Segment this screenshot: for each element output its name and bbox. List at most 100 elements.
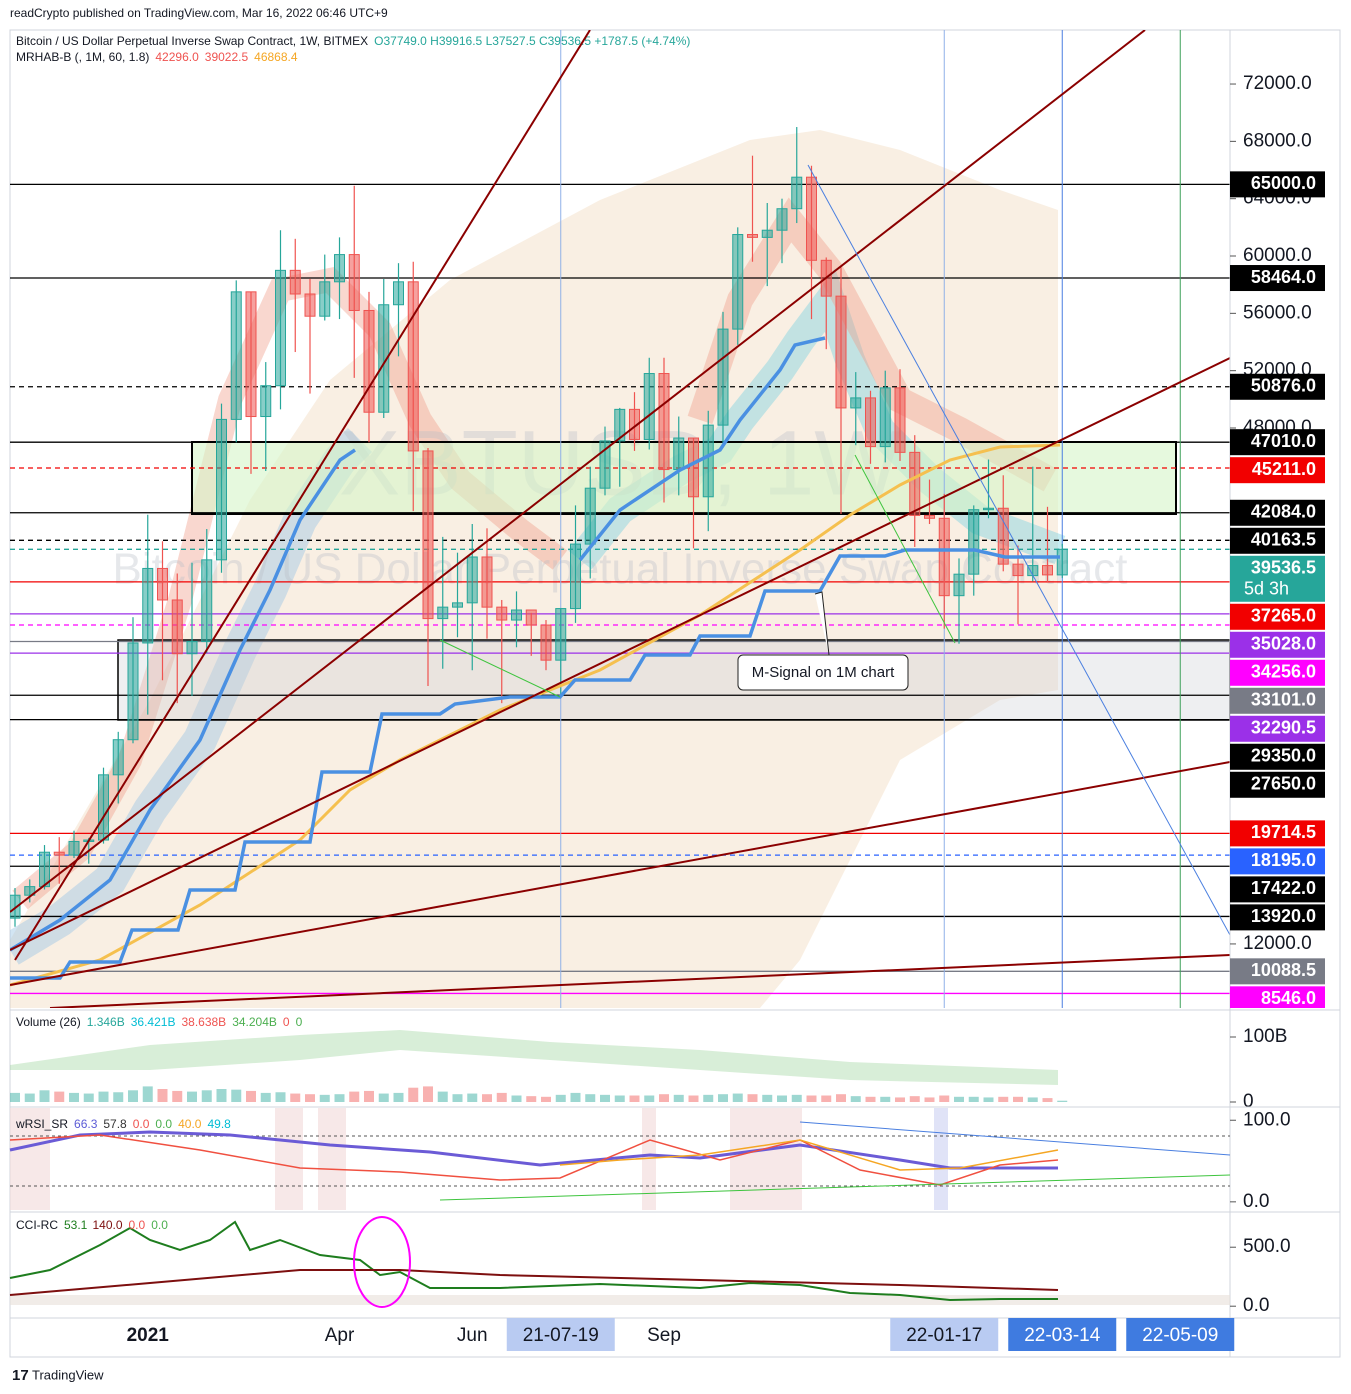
volume-bar bbox=[54, 1091, 65, 1102]
readout: 140.0 bbox=[92, 1218, 122, 1232]
volume-bar bbox=[1042, 1098, 1053, 1102]
price-label: 40163.5 bbox=[1251, 530, 1316, 550]
candles bbox=[10, 127, 1068, 927]
symbol: Bitcoin / US Dollar Perpetual Inverse Sw… bbox=[16, 34, 368, 48]
candle-body bbox=[747, 234, 758, 238]
volume-bar bbox=[895, 1097, 905, 1102]
levels bbox=[10, 183, 1230, 995]
x-tick-label: Sep bbox=[647, 1325, 681, 1346]
price-label: 58464.0 bbox=[1251, 267, 1316, 287]
readout: 66.3 bbox=[74, 1117, 98, 1131]
rsi-zone bbox=[275, 1108, 303, 1210]
volume-bar bbox=[423, 1086, 433, 1102]
indicator-value: 42296.0 bbox=[155, 50, 199, 64]
y-tick-label: 12000.0 bbox=[1243, 933, 1312, 954]
candle-body bbox=[643, 373, 655, 440]
candle-body bbox=[319, 281, 331, 317]
candle-body bbox=[629, 408, 640, 440]
readout: 38.638B bbox=[181, 1015, 226, 1029]
candle-body bbox=[673, 437, 685, 471]
price-label-box bbox=[1230, 687, 1325, 714]
volume-bar bbox=[83, 1093, 94, 1102]
volume-bar bbox=[24, 1093, 35, 1102]
m-signal-line bbox=[10, 548, 1060, 980]
pane-title: Volume (26) bbox=[16, 1015, 81, 1029]
brand: TradingView bbox=[32, 1367, 104, 1382]
candle-body bbox=[142, 567, 154, 644]
y-tick-label: 72000.0 bbox=[1243, 73, 1312, 94]
candle-body bbox=[791, 176, 803, 210]
volume-bar bbox=[983, 1097, 994, 1102]
volume-bar bbox=[850, 1096, 861, 1102]
cci-zone bbox=[10, 1295, 1230, 1305]
volume-bar bbox=[467, 1093, 478, 1102]
volume-bar bbox=[865, 1096, 876, 1102]
price-label: 27650.0 bbox=[1251, 774, 1316, 794]
callout bbox=[737, 654, 909, 691]
time-label-box bbox=[890, 1318, 999, 1351]
x-tick-label: 22-03-14 bbox=[1024, 1325, 1100, 1346]
price-label: 42084.0 bbox=[1251, 502, 1316, 522]
candle-body bbox=[850, 397, 862, 409]
rsi-zone bbox=[934, 1108, 948, 1210]
candle-body bbox=[127, 642, 139, 741]
price-label: 17422.0 bbox=[1251, 878, 1316, 898]
price-label-box bbox=[1230, 771, 1325, 798]
price-label: 47010.0 bbox=[1251, 431, 1316, 451]
candle-body bbox=[525, 609, 537, 626]
y-tick-label: 0.0 bbox=[1243, 1191, 1269, 1212]
volume-bar bbox=[246, 1090, 256, 1102]
basis-line bbox=[10, 448, 356, 952]
volume-bar bbox=[836, 1094, 846, 1102]
volume-bar bbox=[275, 1092, 286, 1102]
pane-legend: wRSI_SR 66.3 57.8 0.0 0.0 40.0 49.8 bbox=[15, 1117, 231, 1131]
candle-body bbox=[186, 641, 198, 655]
pane-legend: Volume (26) 1.346B 36.421B 38.638B 34.204B 0 0 bbox=[16, 1015, 303, 1029]
price-label: 34256.0 bbox=[1251, 662, 1316, 682]
candle-body bbox=[304, 293, 316, 317]
candle-body bbox=[658, 373, 670, 471]
candle-body bbox=[938, 517, 950, 597]
indicator-line: MRHAB-B (, 1M, 60, 1.8) 42296.0 39022.5 468… bbox=[16, 50, 298, 64]
trend-line bbox=[807, 164, 1230, 936]
volume-bar bbox=[644, 1095, 655, 1102]
rsi-line bbox=[9, 1130, 1058, 1170]
price-label-box bbox=[1230, 659, 1325, 686]
candle-body bbox=[702, 424, 714, 498]
price-label: 29350.0 bbox=[1251, 746, 1316, 766]
readout: 49.8 bbox=[207, 1117, 231, 1131]
pane-title: wRSI_SR bbox=[15, 1117, 68, 1131]
price-label: 45211.0 bbox=[1252, 459, 1316, 479]
candle-body bbox=[584, 487, 596, 545]
volume-bar bbox=[305, 1094, 315, 1102]
x-tick-label: 22-01-17 bbox=[906, 1325, 982, 1346]
oscillator-labels: Volume (26) 1.346B 36.421B 38.638B 34.204B 0 0… bbox=[15, 1015, 1291, 1316]
readout: 34.204B bbox=[232, 1015, 277, 1029]
candle-body bbox=[98, 774, 109, 841]
candle-body bbox=[1012, 563, 1024, 577]
candle-body bbox=[599, 440, 611, 489]
candle-body bbox=[393, 281, 404, 306]
symbol-line: Bitcoin / US Dollar Perpetual Inverse Sw… bbox=[16, 34, 690, 48]
volume-bar bbox=[762, 1094, 773, 1102]
volume-bar bbox=[954, 1096, 964, 1102]
candle-body bbox=[968, 509, 980, 575]
candle-body bbox=[924, 514, 935, 519]
callout-pointer bbox=[814, 591, 830, 656]
candle-body bbox=[24, 886, 36, 896]
time-axis: 2021 Apr Jun 21-07-19 Sep 22-01-17 22-03-14 22-… bbox=[127, 1318, 1235, 1351]
volume-bar bbox=[732, 1093, 743, 1102]
rsi-zone bbox=[318, 1108, 346, 1210]
candle-body bbox=[732, 234, 744, 330]
volume-bar bbox=[187, 1091, 197, 1102]
publisher: readCrypto published on TradingView.com,… bbox=[10, 6, 388, 20]
candle-body bbox=[422, 450, 434, 620]
y-tick-label: 68000.0 bbox=[1243, 130, 1312, 151]
y-tick-label: 100.0 bbox=[1243, 1109, 1291, 1130]
price-label: 35028.0 bbox=[1251, 634, 1316, 654]
price-label-box bbox=[1230, 555, 1325, 602]
volume-bar bbox=[585, 1094, 596, 1102]
candle-body bbox=[378, 304, 390, 413]
price-label: 32290.5 bbox=[1251, 718, 1316, 738]
price-label: 37265.0 bbox=[1251, 606, 1316, 626]
